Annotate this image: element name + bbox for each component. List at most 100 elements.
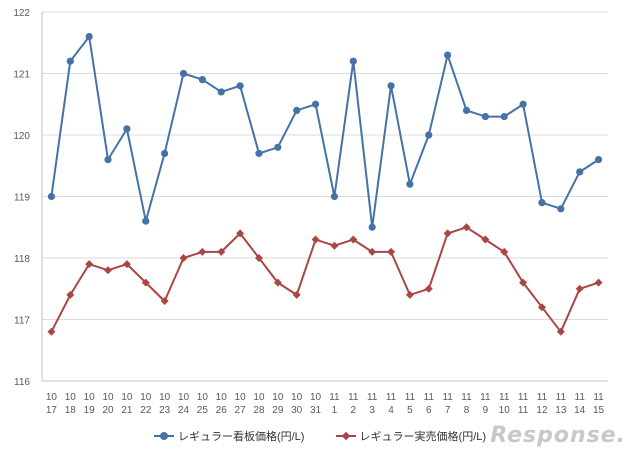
data-point-circle (236, 82, 244, 90)
x-tick-label-month: 10 (253, 392, 265, 403)
data-point-circle (500, 112, 508, 121)
x-tick-label-day: 11 (518, 405, 529, 416)
x-tick-label-day: 15 (593, 405, 605, 416)
x-tick-label-day: 22 (140, 405, 152, 416)
data-point-circle (444, 51, 452, 59)
data-point-diamond (537, 303, 546, 312)
x-tick-label-month: 10 (46, 392, 58, 403)
data-point-circle (198, 76, 206, 84)
x-tick-label-day: 14 (574, 405, 586, 416)
data-point-circle (104, 156, 112, 164)
y-tick-label: 117 (14, 316, 30, 327)
legend-item-signboard[interactable]: レギュラー看板価格(円/L) (153, 428, 305, 444)
x-tick-label-month: 10 (197, 392, 209, 403)
data-point-diamond (179, 254, 188, 262)
x-tick-label-day: 1 (332, 405, 338, 416)
x-tick-label-day: 10 (499, 405, 511, 416)
legend-item-actual[interactable]: レギュラー実売価格(円/L) (335, 428, 487, 444)
data-point-circle (481, 112, 489, 121)
data-point-diamond (104, 266, 113, 275)
x-tick-label-day: 18 (65, 405, 77, 416)
data-point-circle (85, 33, 93, 41)
y-tick-label: 122 (13, 8, 30, 19)
data-point-circle (274, 143, 282, 151)
series-group (47, 33, 603, 336)
data-point-diamond (273, 278, 282, 287)
data-point-circle (387, 82, 395, 90)
x-tick-label-month: 11 (499, 392, 510, 403)
data-point-circle (161, 149, 169, 158)
x-axis-ticks: 1017101810191020102110221023102410251026… (46, 392, 605, 416)
data-point-circle (293, 106, 301, 114)
data-point-circle (179, 69, 188, 78)
data-point-diamond (349, 235, 358, 244)
x-tick-label-day: 8 (464, 405, 470, 416)
data-point-diamond (160, 297, 169, 306)
data-point-diamond (254, 254, 263, 262)
legend-label-signboard: レギュラー看板価格(円/L) (177, 431, 305, 443)
x-tick-label-day: 17 (46, 405, 58, 416)
x-tick-label-day: 5 (407, 405, 413, 416)
x-tick-label-day: 28 (253, 405, 265, 416)
data-point-circle (538, 199, 546, 207)
x-tick-label-month: 10 (121, 392, 133, 403)
x-tick-label-month: 10 (102, 392, 114, 403)
x-tick-label-month: 10 (235, 392, 247, 403)
series-line-0 (50, 35, 600, 229)
data-point-diamond (575, 284, 584, 293)
x-tick-label-day: 2 (351, 405, 357, 416)
data-point-diamond (462, 223, 471, 232)
data-point-circle (311, 100, 320, 108)
data-point-diamond (236, 229, 245, 238)
data-point-diamond (292, 290, 301, 299)
data-point-diamond (368, 247, 377, 256)
x-tick-label-day: 27 (235, 405, 247, 416)
x-tick-label-day: 21 (121, 405, 133, 416)
data-point-diamond (122, 260, 131, 269)
legend-label-actual: レギュラー実売価格(円/L) (359, 431, 487, 443)
watermark-logo: Response. (490, 423, 626, 448)
x-tick-label-month: 10 (140, 392, 152, 403)
legend-circle-marker (153, 431, 174, 441)
x-tick-label-month: 11 (367, 392, 378, 403)
data-point-circle (66, 57, 74, 65)
grid-lines (41, 11, 608, 382)
x-tick-label-day: 4 (388, 405, 394, 416)
data-point-diamond (424, 284, 433, 293)
data-point-diamond (141, 278, 150, 287)
data-point-diamond (198, 247, 207, 256)
data-point-diamond (500, 247, 509, 256)
x-tick-label-month: 11 (405, 392, 416, 403)
data-point-circle (349, 57, 357, 65)
data-point-circle (462, 106, 471, 114)
x-tick-label-month: 10 (310, 392, 322, 403)
y-tick-label: 118 (14, 254, 30, 265)
data-point-circle (255, 149, 263, 158)
y-tick-label: 120 (13, 131, 30, 142)
data-point-diamond (217, 247, 226, 256)
x-tick-label-day: 7 (445, 405, 451, 416)
data-point-circle (519, 100, 527, 108)
x-tick-label-month: 11 (424, 392, 435, 403)
x-tick-label-day: 24 (178, 405, 190, 416)
data-point-diamond (47, 327, 56, 336)
data-point-circle (557, 205, 565, 213)
data-point-circle (576, 168, 584, 176)
y-axis-ticks: 116 117 118 119 120 121 122 (13, 8, 30, 388)
x-tick-label-month: 11 (348, 392, 359, 403)
data-point-circle (368, 223, 376, 231)
series-line-1 (50, 226, 599, 333)
x-tick-label-day: 3 (369, 405, 375, 416)
x-tick-label-month: 11 (537, 392, 548, 403)
x-tick-label-month: 11 (556, 392, 567, 403)
x-tick-label-day: 19 (84, 405, 96, 416)
data-point-diamond (594, 278, 603, 287)
x-tick-label-day: 12 (536, 405, 548, 416)
x-tick-label-month: 11 (329, 392, 340, 403)
x-tick-label-day: 6 (426, 405, 432, 416)
x-tick-label-day: 23 (159, 405, 171, 416)
data-point-diamond (311, 235, 320, 244)
data-point-circle (217, 88, 225, 96)
data-point-diamond (66, 290, 75, 299)
